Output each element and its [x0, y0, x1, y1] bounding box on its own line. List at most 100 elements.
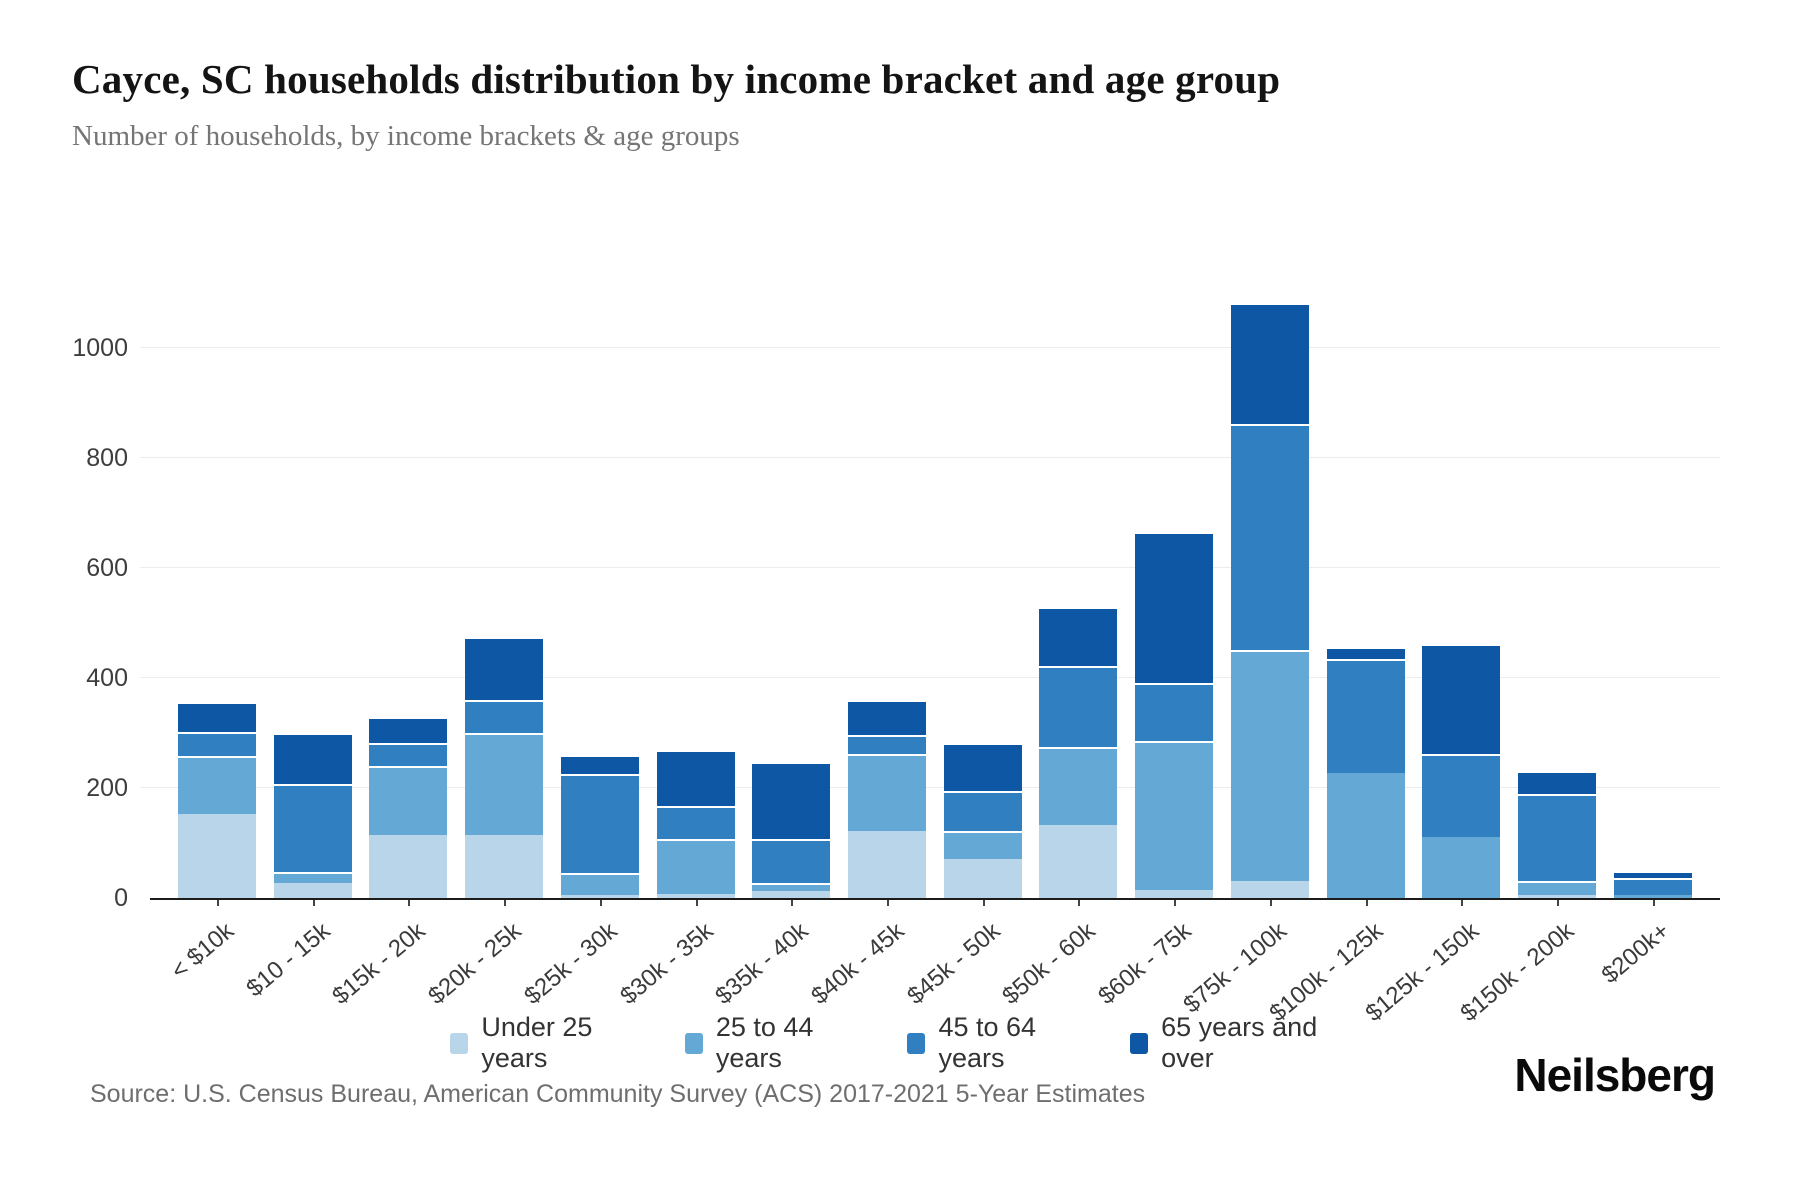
- bar-segment[interactable]: [656, 894, 735, 898]
- bar-segment[interactable]: [1518, 771, 1597, 794]
- bar-segment[interactable]: [369, 743, 448, 766]
- bar-segment[interactable]: [1422, 644, 1501, 754]
- bar-column: $40k - 45k: [806, 700, 927, 1010]
- bar-segment[interactable]: [848, 754, 927, 831]
- x-axis-tick: [408, 900, 411, 906]
- bar-segment[interactable]: [752, 839, 831, 883]
- x-axis-tick: [1365, 900, 1368, 906]
- legend-label: 65 years and over: [1161, 1012, 1318, 1073]
- bar-segment[interactable]: [1039, 607, 1118, 666]
- x-axis-tick: [1461, 900, 1464, 906]
- bar-segment[interactable]: [178, 732, 256, 756]
- x-axis-tick: [504, 900, 507, 906]
- bar-segment[interactable]: [1230, 650, 1309, 881]
- bar-segment[interactable]: [1039, 825, 1118, 898]
- bar-segment[interactable]: [178, 756, 256, 814]
- chart-legend: Under 25 years 25 to 44 years 45 to 64 yea…: [450, 1012, 1350, 1074]
- bar-segment[interactable]: [465, 637, 544, 700]
- bar-segment[interactable]: [943, 831, 1022, 859]
- bar-column: $50k - 60k: [998, 607, 1118, 1010]
- legend-item[interactable]: Under 25 years: [450, 1012, 643, 1074]
- bar-segment[interactable]: [1230, 424, 1309, 650]
- bar-segment[interactable]: [1518, 895, 1597, 898]
- bar-segment[interactable]: [560, 774, 639, 873]
- bar-segment[interactable]: [178, 814, 256, 898]
- bar-segment[interactable]: [1518, 881, 1597, 895]
- bar-segment[interactable]: [1039, 666, 1118, 747]
- y-tick-label: 1000: [72, 334, 128, 362]
- bar-segment[interactable]: [178, 702, 256, 732]
- y-tick-label: 400: [86, 664, 128, 692]
- legend-item[interactable]: 45 to 64 years: [907, 1012, 1088, 1074]
- bar-segment[interactable]: [1613, 895, 1692, 898]
- bar-segment[interactable]: [1230, 303, 1309, 424]
- bar-segment[interactable]: [1039, 747, 1118, 825]
- bar-segment[interactable]: [465, 733, 544, 835]
- bar-segment[interactable]: [560, 873, 639, 895]
- bar-segment[interactable]: [369, 717, 448, 743]
- bar-segment[interactable]: [1135, 741, 1214, 890]
- legend-item[interactable]: 65 years and over: [1129, 1012, 1350, 1074]
- bar-segment[interactable]: [848, 700, 927, 735]
- bar-segment[interactable]: [1422, 754, 1501, 837]
- bar-segment[interactable]: [1135, 683, 1214, 741]
- bar-segment[interactable]: [1613, 878, 1692, 895]
- bar-segment[interactable]: [943, 743, 1022, 791]
- bar-segment[interactable]: [273, 883, 352, 898]
- bar-segment[interactable]: [369, 835, 448, 898]
- bar-column: < $10k: [166, 702, 256, 985]
- legend-label: Under 25 years: [481, 1012, 593, 1073]
- x-axis-tick: [887, 900, 890, 906]
- bar-segment[interactable]: [1518, 794, 1597, 881]
- bar-segment[interactable]: [273, 872, 352, 883]
- x-tick-label: < $10k: [166, 917, 240, 985]
- x-tick-label: $45k - 50k: [901, 917, 1006, 1011]
- bar-segment[interactable]: [560, 895, 639, 898]
- bar-column: $100k - 125k: [1264, 647, 1405, 1027]
- bar-column: $20k - 25k: [423, 637, 544, 1010]
- bar-segment[interactable]: [1326, 773, 1405, 898]
- x-axis-tick: [217, 900, 219, 906]
- bar-segment[interactable]: [465, 835, 544, 898]
- page-title: Cayce, SC households distribution by inc…: [72, 56, 1281, 102]
- bar-segment[interactable]: [943, 859, 1022, 898]
- gridline: [140, 677, 1720, 678]
- y-tick-label: 200: [86, 774, 128, 802]
- x-axis-tick: [312, 900, 315, 906]
- bar-segment[interactable]: [1422, 837, 1501, 898]
- bar-segment[interactable]: [369, 766, 448, 835]
- brand-logo: Neilsberg: [1514, 1049, 1716, 1101]
- x-axis-tick: [1652, 900, 1655, 906]
- bar-segment[interactable]: [943, 791, 1022, 831]
- y-tick-label: 0: [114, 884, 128, 912]
- x-axis-tick: [791, 900, 794, 906]
- bar-segment[interactable]: [1135, 890, 1214, 898]
- bar-segment[interactable]: [1613, 871, 1692, 878]
- bar-segment[interactable]: [752, 883, 831, 891]
- bar-segment[interactable]: [656, 806, 735, 839]
- bar-segment[interactable]: [656, 839, 735, 894]
- plot-area: 0 200 400 600 800 1000 < $10k $10 - 15k $15k - …: [72, 255, 1720, 1027]
- x-axis-tick: [1269, 900, 1272, 906]
- bar-segment[interactable]: [1326, 647, 1405, 659]
- bar-segment[interactable]: [752, 891, 831, 898]
- bar-segment[interactable]: [465, 700, 544, 733]
- bar-segment[interactable]: [1326, 659, 1405, 773]
- bar-segment[interactable]: [1230, 881, 1309, 898]
- x-tick-label: $35k - 40k: [710, 917, 814, 1011]
- bar-segment[interactable]: [848, 831, 927, 898]
- x-tick-label: $20k - 25k: [423, 917, 527, 1011]
- x-tick-label: $40k - 45k: [806, 917, 910, 1011]
- gridline: [140, 567, 1720, 568]
- legend-label: 25 to 44 years: [715, 1012, 814, 1073]
- legend-swatch-icon: [907, 1032, 926, 1054]
- bar-segment[interactable]: [560, 755, 639, 774]
- legend-item[interactable]: 25 to 44 years: [684, 1012, 866, 1074]
- bar-column: $10 - 15k: [241, 733, 352, 1002]
- bar-segment[interactable]: [273, 733, 352, 784]
- bar-segment[interactable]: [848, 735, 927, 754]
- bar-segment[interactable]: [273, 784, 352, 872]
- bar-segment[interactable]: [1135, 532, 1214, 683]
- bar-segment[interactable]: [752, 762, 831, 839]
- bar-segment[interactable]: [656, 750, 735, 806]
